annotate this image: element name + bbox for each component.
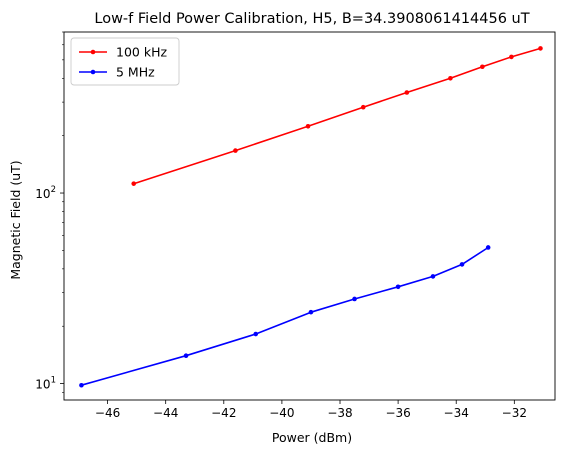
data-point [131,181,137,186]
x-tick-label: −44 [153,406,178,420]
data-point [253,331,259,337]
data-point [352,296,357,302]
data-point [485,245,491,250]
x-axis-label: Power (dBm) [272,430,352,445]
x-tick-label: −42 [211,406,236,420]
data-point [480,64,485,70]
data-point [404,90,410,95]
legend-box [70,37,180,86]
data-point [395,284,401,290]
chart-title: Low-f Field Power Calibration, H5, B=34.… [94,11,529,27]
legend-marker [90,69,96,75]
axes-frame [63,31,556,401]
x-tick-label: −46 [95,406,120,420]
data-point [308,309,314,315]
data-point [233,148,238,153]
x-tick-label: −36 [385,406,410,420]
data-point [459,262,465,267]
data-point [360,104,366,110]
y-tick-label: 102 [35,185,56,201]
data-point [448,76,453,81]
legend-label: 5 MHz [116,65,155,80]
data-point [538,46,543,51]
x-tick-label: −40 [269,406,294,420]
data-point [183,353,189,359]
legend-marker [90,49,96,55]
data-point [305,123,311,129]
x-tick-label: −32 [502,406,527,420]
y-tick-label: 101 [35,376,56,392]
data-point [79,382,84,388]
y-axis-label: Magnetic Field (uT) [8,160,23,279]
x-tick-label: −34 [444,406,469,420]
x-tick-label: −38 [327,406,352,420]
legend-label: 100 kHz [116,45,167,60]
data-point [509,54,514,60]
data-point [430,274,436,279]
plot-area: −46 −44 −42 −40 −38 −36 −34 −32 101 102 100 kHz 5 M… [35,31,556,420]
